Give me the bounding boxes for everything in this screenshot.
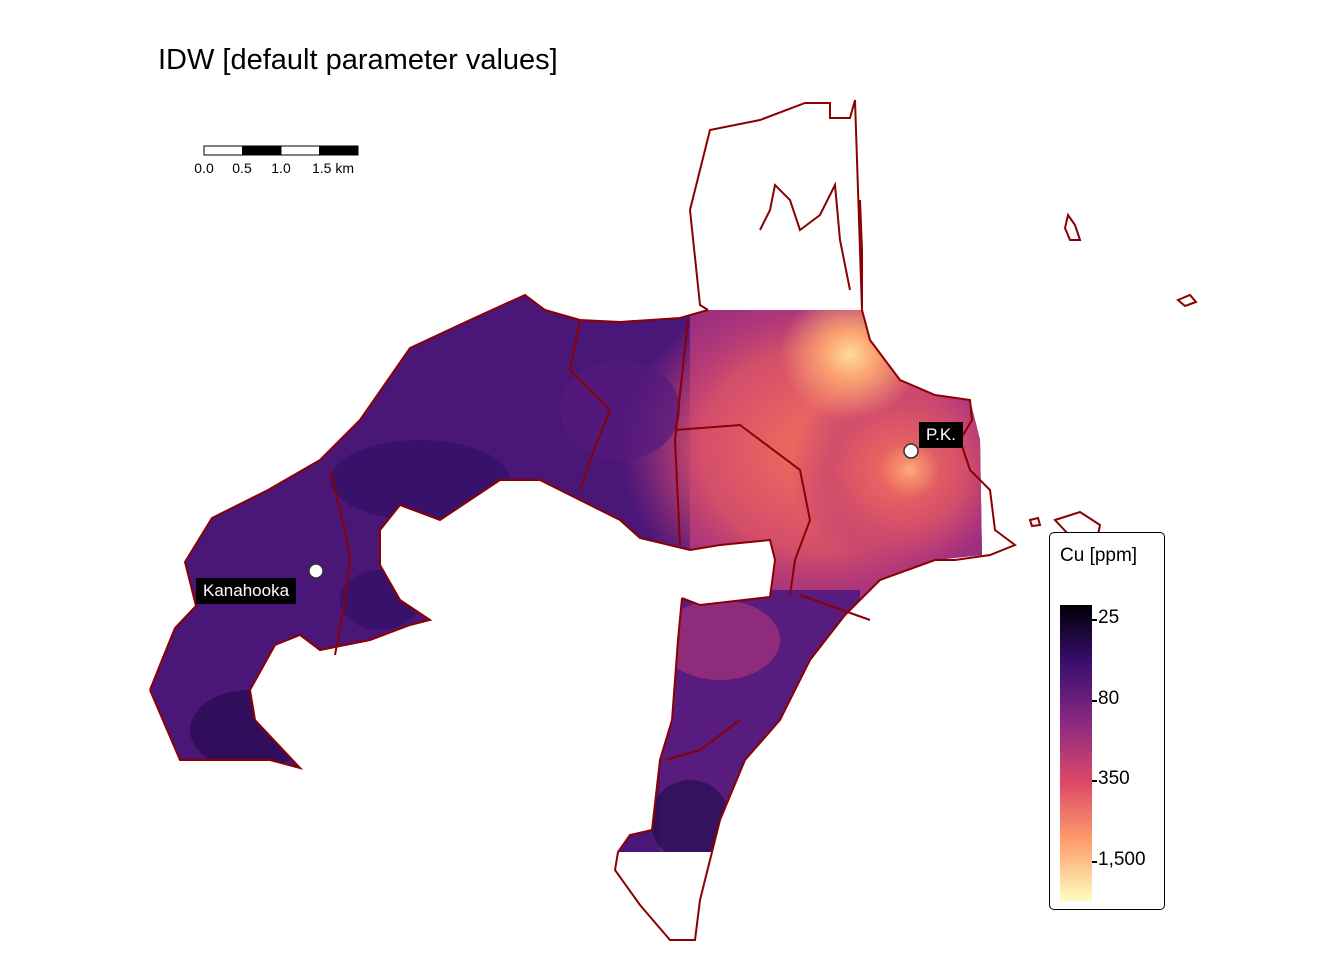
legend-color-bar bbox=[1060, 605, 1092, 901]
legend-tick-mark bbox=[1092, 861, 1097, 863]
place-label-kanahooka: Kanahooka bbox=[196, 578, 297, 604]
kanahooka-marker bbox=[308, 563, 324, 579]
color-legend: Cu [ppm] 25 80 350 1,500 bbox=[1049, 532, 1165, 910]
legend-tick-label: 1,500 bbox=[1098, 849, 1146, 870]
legend-tick-label: 25 bbox=[1098, 607, 1120, 628]
legend-tick-label: 80 bbox=[1098, 688, 1120, 709]
scale-label-3: 1.5 km bbox=[311, 160, 355, 176]
legend-tick-label: 350 bbox=[1098, 768, 1130, 789]
scale-label-2: 1.0 bbox=[271, 160, 291, 176]
scale-label-1: 0.5 bbox=[232, 160, 252, 176]
idw-raster bbox=[150, 295, 982, 852]
legend-tick-mark bbox=[1092, 780, 1097, 782]
scale-label-0: 0.0 bbox=[194, 160, 214, 176]
legend-tick-mark bbox=[1092, 619, 1097, 621]
place-label-pk: P.K. bbox=[919, 422, 963, 448]
map-title: IDW [default parameter values] bbox=[158, 44, 558, 76]
legend-tick-mark bbox=[1092, 700, 1097, 702]
legend-title: Cu [ppm] bbox=[1060, 545, 1138, 566]
pk-marker bbox=[903, 443, 919, 459]
suburb-boundaries bbox=[149, 99, 1198, 941]
scale-bar bbox=[203, 145, 359, 156]
